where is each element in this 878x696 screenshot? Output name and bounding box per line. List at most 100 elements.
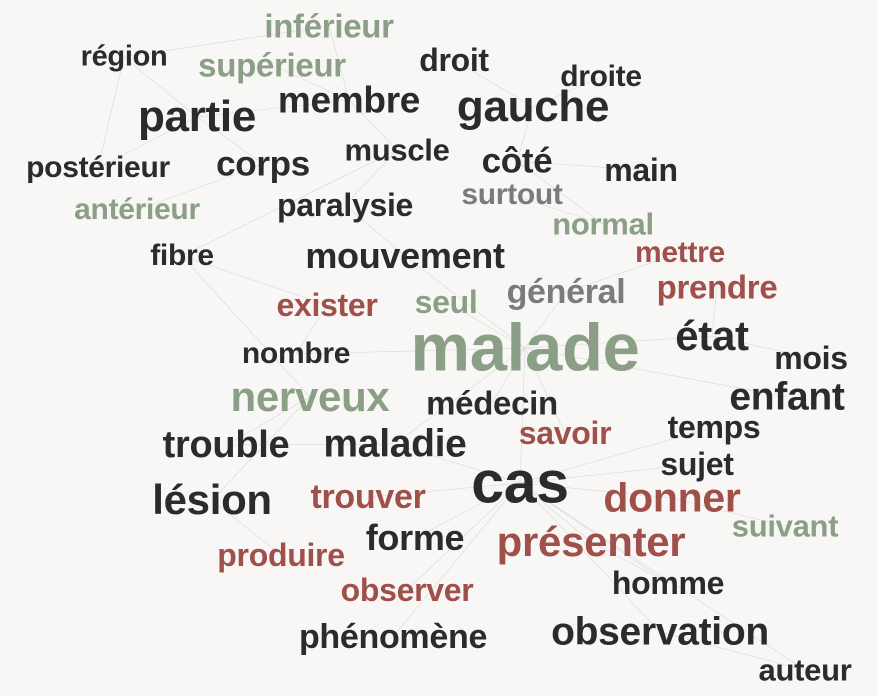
edge-cas-temps bbox=[519, 426, 715, 484]
edge-membre-superieur bbox=[271, 64, 350, 101]
word-cote: côté bbox=[481, 141, 553, 181]
edge-etat-prendre bbox=[711, 286, 718, 337]
edge-fibre-nerveux bbox=[181, 255, 311, 398]
edge-cas-presenter bbox=[519, 482, 592, 543]
edge-nerveux-lesion bbox=[211, 396, 311, 501]
edge-surtout-normal bbox=[511, 194, 604, 225]
word-exister: exister bbox=[276, 287, 378, 323]
word-sujet: sujet bbox=[660, 446, 734, 482]
edge-malade-general bbox=[524, 291, 567, 349]
word-mettre: mettre bbox=[635, 236, 725, 269]
edge-partie-region bbox=[123, 56, 198, 118]
word-gauche: gauche bbox=[456, 82, 610, 131]
edge-cas-maladie bbox=[394, 443, 521, 484]
word-surtout: surtout bbox=[461, 178, 563, 211]
word-paralysie: paralysie bbox=[276, 187, 414, 223]
edge-membre-inferieur bbox=[328, 25, 350, 101]
edge-malade-mouvement bbox=[404, 255, 526, 349]
word-forme: forme bbox=[365, 517, 465, 558]
word-general: général bbox=[506, 273, 626, 311]
word-membre: membre bbox=[277, 79, 421, 121]
word-superieur: supérieur bbox=[198, 46, 346, 84]
edge-malade-medecin bbox=[491, 347, 526, 404]
word-maladie: maladie bbox=[323, 422, 467, 466]
edge-malade-savoir bbox=[524, 347, 566, 434]
edge-nerveux-trouble bbox=[225, 396, 311, 446]
edge-malade-nombre bbox=[295, 347, 526, 355]
word-etat: état bbox=[675, 312, 749, 359]
edge-cas-phenomene bbox=[392, 482, 521, 638]
edge-observation-auteur bbox=[659, 631, 806, 671]
word-droite: droite bbox=[560, 60, 642, 93]
edge-region-inferieur bbox=[123, 25, 330, 58]
edge-malade-maladie bbox=[394, 347, 526, 445]
edge-gauche-cote bbox=[516, 106, 534, 162]
word-nerveux: nerveux bbox=[230, 373, 390, 420]
word-malade: malade bbox=[410, 310, 640, 386]
edge-exister-fibre bbox=[181, 255, 328, 306]
word-temps: temps bbox=[667, 409, 761, 445]
edge-cas-donner bbox=[519, 482, 673, 499]
word-prendre: prendre bbox=[656, 268, 778, 306]
word-posterieur: postérieur bbox=[26, 151, 170, 184]
word-savoir: savoir bbox=[518, 415, 612, 451]
edge-cas-trouver bbox=[367, 482, 521, 498]
word-homme: homme bbox=[611, 565, 725, 601]
edge-general-mettre bbox=[565, 252, 681, 293]
word-lesion: lésion bbox=[152, 476, 272, 523]
word-medecin: médecin bbox=[426, 384, 558, 422]
edge-cote-main bbox=[516, 160, 642, 171]
word-cas: cas bbox=[471, 449, 569, 516]
word-suivant: suivant bbox=[731, 508, 839, 544]
edge-malade-cas bbox=[519, 347, 526, 484]
word-anterieur: antérieur bbox=[74, 193, 200, 226]
edge-muscle-paralysie bbox=[344, 149, 398, 206]
edge-malade-seul bbox=[445, 301, 526, 349]
edge-partie-posterieur bbox=[97, 116, 198, 169]
edge-maladie-trouble bbox=[225, 443, 396, 446]
edge-malade-etat bbox=[524, 335, 713, 349]
edge-donner-suivant bbox=[671, 497, 786, 527]
word-mois: mois bbox=[774, 340, 848, 376]
edge-partie-corps bbox=[196, 116, 264, 165]
edge-cas-homme bbox=[519, 482, 669, 584]
edge-gauche-droit bbox=[453, 59, 534, 108]
word-nombre: nombre bbox=[241, 337, 351, 370]
word-partie: partie bbox=[137, 92, 257, 141]
edge-malade-enfant bbox=[524, 347, 788, 398]
word-muscle: muscle bbox=[344, 132, 450, 168]
word-trouble: trouble bbox=[162, 424, 290, 466]
edge-lesion-produire bbox=[211, 499, 282, 556]
edge-cas-auteur bbox=[519, 482, 806, 671]
word-droit: droit bbox=[419, 42, 489, 78]
edge-presenter-homme bbox=[590, 541, 669, 584]
edge-membre-muscle bbox=[348, 99, 398, 151]
word-fibre: fibre bbox=[150, 239, 214, 272]
word-seul: seul bbox=[414, 284, 478, 320]
word-mouvement: mouvement bbox=[305, 235, 505, 276]
edge-cote-normal bbox=[516, 160, 604, 225]
edge-cas-sujet bbox=[519, 463, 698, 484]
word-auteur: auteur bbox=[758, 652, 852, 688]
edge-muscle-fibre bbox=[181, 149, 398, 257]
edge-etat-mois bbox=[711, 335, 812, 359]
edge-cas-observer bbox=[406, 482, 521, 591]
edge-partie-membre bbox=[196, 99, 350, 118]
word-donner: donner bbox=[603, 474, 741, 521]
word-normal: normal bbox=[552, 206, 654, 242]
word-region: région bbox=[80, 40, 168, 73]
word-produire: produire bbox=[217, 537, 345, 573]
edge-gauche-droite bbox=[532, 76, 602, 108]
edge-nombre-exister bbox=[295, 304, 328, 355]
word-observation: observation bbox=[551, 610, 769, 654]
word-presenter: présenter bbox=[496, 518, 686, 565]
edge-paralysie-mouvement bbox=[344, 204, 406, 257]
word-trouver: trouver bbox=[310, 478, 426, 516]
word-inferieur: inférieur bbox=[264, 7, 394, 45]
edge-cas-forme bbox=[414, 482, 521, 539]
word-enfant: enfant bbox=[729, 375, 845, 419]
word-phenomene: phénomène bbox=[298, 618, 488, 656]
word-corps: corps bbox=[216, 144, 310, 184]
